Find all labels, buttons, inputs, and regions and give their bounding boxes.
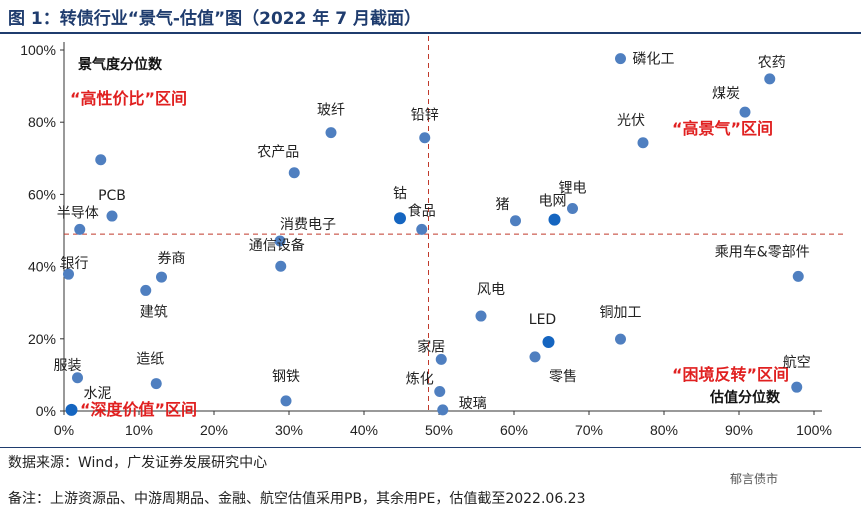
data-point bbox=[435, 353, 447, 365]
point-label: LED bbox=[529, 312, 556, 328]
x-tick-label: 50% bbox=[425, 422, 453, 438]
data-point bbox=[637, 137, 649, 149]
data-point bbox=[394, 212, 406, 225]
quadrant-label-value: “高性价比”区间 bbox=[70, 89, 187, 108]
point-label: 乘用车&零部件 bbox=[715, 243, 810, 260]
x-tick-label: 90% bbox=[725, 422, 753, 438]
point-label: 炼化 bbox=[406, 372, 434, 388]
point-label: 半导体 bbox=[57, 205, 99, 221]
x-tick-label: 0% bbox=[54, 422, 74, 438]
data-point bbox=[510, 215, 521, 227]
quadrant-label-deep-value: “深度价值”区间 bbox=[80, 400, 197, 419]
data-point bbox=[792, 270, 804, 282]
data-point bbox=[288, 167, 300, 179]
note-text: 备注：上游资源品、中游周期品、金融、航空估值采用PB，其余用PE，估值截至202… bbox=[8, 491, 586, 507]
data-point bbox=[542, 336, 555, 349]
point-label: 铜加工 bbox=[600, 305, 642, 321]
data-point bbox=[74, 223, 86, 235]
point-label: PCB bbox=[98, 188, 126, 204]
point-label: 券商 bbox=[158, 251, 186, 267]
data-point bbox=[275, 260, 287, 272]
point-label: 航空 bbox=[783, 355, 811, 371]
x-axis-title: 估值分位数 bbox=[709, 389, 781, 406]
point-label: 玻璃 bbox=[459, 395, 487, 412]
point-label: 消费电子 bbox=[280, 217, 336, 233]
data-point bbox=[150, 378, 162, 390]
point-label: 零售 bbox=[549, 369, 577, 385]
data-point bbox=[567, 202, 578, 214]
data-point bbox=[325, 127, 337, 139]
figure-title: 图 1：转债行业“景气-估值”图（2022 年 7 月截面） bbox=[8, 9, 422, 29]
data-point bbox=[434, 386, 446, 398]
data-point bbox=[615, 333, 626, 345]
data-point bbox=[274, 235, 286, 247]
point-label: 服装 bbox=[54, 358, 82, 374]
point-label: 通信设备 bbox=[249, 237, 305, 254]
x-tick-label: 30% bbox=[275, 422, 303, 438]
point-label: 钴 bbox=[393, 186, 407, 202]
y-tick-label: 20% bbox=[28, 331, 56, 347]
data-point bbox=[63, 268, 74, 280]
point-label: 家居 bbox=[417, 338, 445, 355]
x-tick-label: 80% bbox=[650, 422, 678, 438]
watermark: 郁言债市 bbox=[730, 472, 779, 486]
data-point bbox=[65, 403, 78, 416]
point-label: 玻纤 bbox=[317, 103, 345, 119]
x-tick-label: 20% bbox=[200, 422, 228, 438]
point-label: 电网 bbox=[539, 194, 567, 210]
point-label: 食品 bbox=[408, 202, 436, 219]
data-point bbox=[72, 372, 83, 384]
data-point bbox=[416, 223, 428, 235]
data-point bbox=[95, 154, 107, 166]
source-rule bbox=[0, 447, 861, 448]
scatter-chart: 0% 10% 20% 30% 40% 50% 60% 70% 80% 90% 100% 0% 20% 40… bbox=[20, 36, 846, 438]
point-label: 造纸 bbox=[136, 352, 164, 368]
data-point bbox=[739, 106, 751, 118]
point-label: 钢铁 bbox=[272, 369, 300, 385]
quadrant-label-turnaround: “困境反转”区间 bbox=[672, 365, 789, 384]
source-text: 数据来源：Wind，广发证券发展研究中心 bbox=[8, 455, 268, 471]
point-label: 锂电 bbox=[559, 180, 587, 196]
point-label: 水泥 bbox=[84, 386, 112, 402]
data-point bbox=[419, 132, 431, 144]
point-label: 农产品 bbox=[257, 145, 299, 161]
point-label: 铅锌 bbox=[411, 108, 439, 124]
x-tick-label: 10% bbox=[125, 422, 153, 438]
data-point bbox=[791, 381, 803, 393]
data-point bbox=[437, 404, 449, 416]
data-point bbox=[475, 310, 487, 322]
y-tick-label: 60% bbox=[28, 186, 56, 202]
y-tick-label: 100% bbox=[20, 42, 56, 58]
point-label: 银行 bbox=[61, 256, 89, 272]
data-point bbox=[615, 53, 626, 65]
point-label: 煤炭 bbox=[712, 86, 740, 102]
x-tick-label: 100% bbox=[796, 422, 832, 438]
x-tick-label: 70% bbox=[575, 422, 603, 438]
y-tick-label: 80% bbox=[28, 114, 56, 130]
y-axis-title: 景气度分位数 bbox=[78, 56, 163, 73]
quadrant-label-prosperity: “高景气”区间 bbox=[672, 119, 773, 138]
y-tick-label: 0% bbox=[36, 403, 56, 419]
point-label: 风电 bbox=[477, 282, 505, 298]
point-label: 光伏 bbox=[617, 113, 645, 129]
point-label: 农药 bbox=[758, 55, 786, 71]
data-point bbox=[548, 213, 561, 226]
data-point bbox=[140, 284, 152, 296]
x-tick-label: 60% bbox=[500, 422, 528, 438]
point-label: 猪 bbox=[496, 197, 510, 213]
data-point bbox=[156, 271, 167, 283]
data-point bbox=[529, 351, 541, 363]
data-point bbox=[106, 210, 118, 222]
data-point bbox=[764, 73, 776, 85]
title-rule bbox=[0, 32, 861, 34]
data-point bbox=[280, 395, 292, 407]
point-label: 磷化工 bbox=[633, 52, 675, 68]
x-tick-label: 40% bbox=[350, 422, 378, 438]
point-label: 建筑 bbox=[140, 304, 168, 320]
y-tick-label: 40% bbox=[28, 259, 56, 275]
